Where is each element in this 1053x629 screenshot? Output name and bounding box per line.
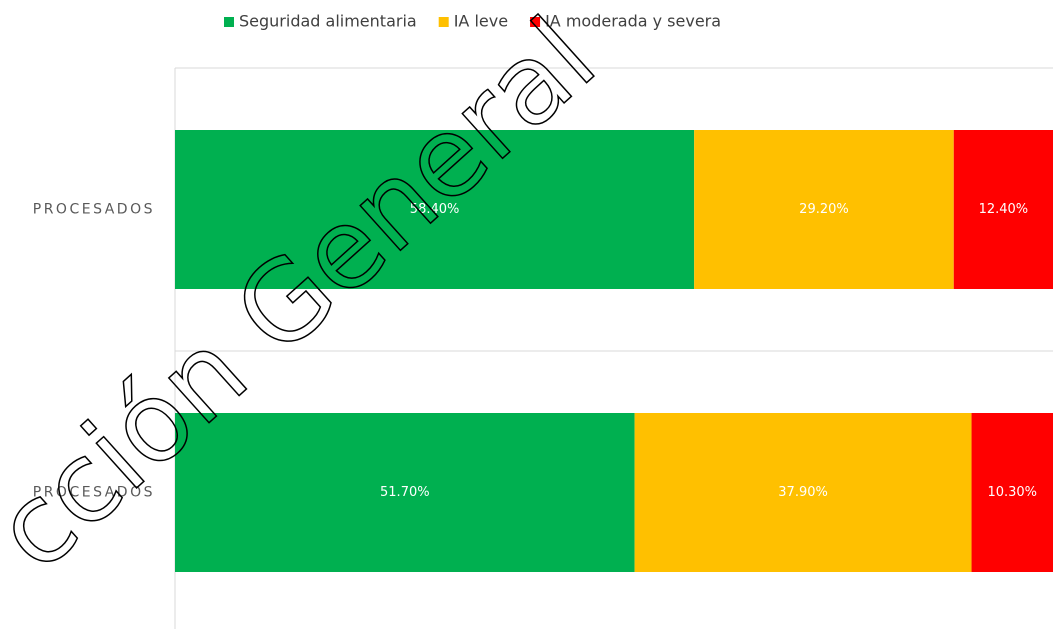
value-label: 37.90% [778,485,828,500]
legend-swatch [224,17,234,27]
category-label: PROCESADOS [33,202,155,218]
legend-swatch [438,17,449,27]
bar-segment [175,130,695,289]
bar-segment [634,413,972,572]
value-label: 51.70% [380,485,430,500]
legend-label: IA leve [454,12,508,31]
category-label: PROCESADOS [33,485,155,501]
value-label: 12.40% [979,202,1029,217]
value-label: 29.20% [799,202,849,217]
legend-swatch [530,17,541,27]
value-label: 58.40% [410,202,460,217]
legend-label: IA moderada y severa [545,12,721,31]
bar-segment [953,130,1053,289]
bar-segment [694,130,954,289]
value-label: 10.30% [987,485,1037,500]
bar-segment [175,413,635,572]
bar-segment [971,413,1053,572]
legend-label: Seguridad alimentaria [239,12,417,31]
